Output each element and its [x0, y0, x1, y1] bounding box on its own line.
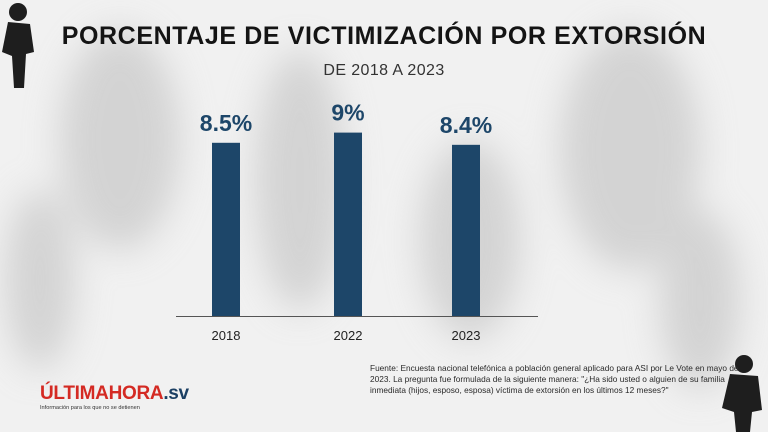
- bar-2018: [212, 142, 240, 316]
- data-label-2018: 8.5%: [200, 110, 252, 136]
- brand-logo: ÚLTIMAHORA.sv Información para los que n…: [40, 384, 189, 412]
- logo-tagline: Información para los que no se detienen: [40, 405, 140, 411]
- logo-wordmark: ÚLTIMAHORA.sv: [40, 384, 189, 404]
- x-tick-label-2018: 2018: [212, 328, 241, 343]
- logo-part-1: ÚLTIMA: [40, 383, 109, 404]
- x-tick-label-2022: 2022: [334, 328, 363, 343]
- bar-2022: [334, 132, 362, 316]
- chart-subtitle: DE 2018 A 2023: [323, 62, 445, 79]
- source-note: Fuente: Encuesta nacional telefónica a p…: [370, 363, 739, 395]
- logo-part-2: HORA: [108, 383, 164, 404]
- person-silhouette-icon: [2, 3, 34, 88]
- logo-part-3: .sv: [163, 383, 189, 404]
- x-tick-label-2023: 2023: [452, 328, 481, 343]
- chart-title: PORCENTAJE DE VICTIMIZACIÓN POR EXTORSIÓ…: [61, 22, 707, 50]
- data-label-2022: 9%: [331, 100, 364, 126]
- person-silhouette-icon: [722, 355, 762, 432]
- data-label-2023: 8.4%: [440, 112, 492, 138]
- bar-2023: [452, 144, 480, 316]
